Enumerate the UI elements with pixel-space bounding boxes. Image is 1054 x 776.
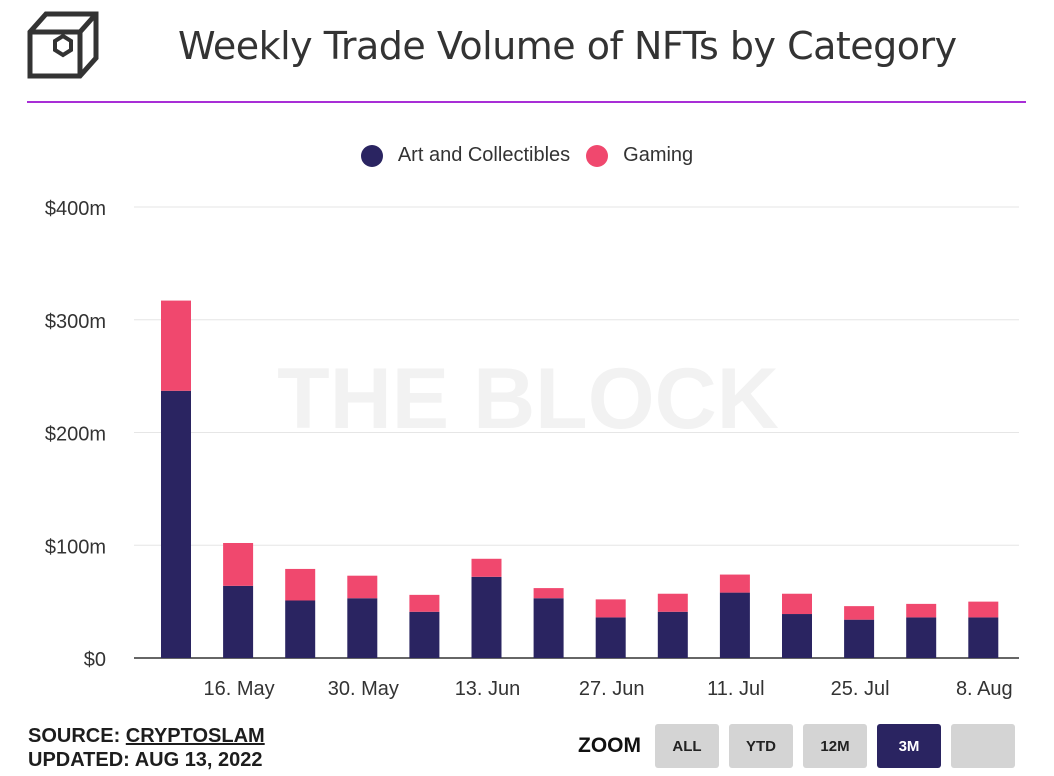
x-tick-label: 8. Aug [956,678,1013,700]
bar-art-and-collectibles[interactable] [595,617,626,658]
watermark: THE BLOCK [277,351,779,447]
y-tick-label: $400m [45,198,106,220]
x-tick-label: 27. Jun [579,678,645,700]
zoom-3m-button[interactable]: 3M [877,724,941,768]
legend-swatch-gaming [586,144,609,167]
x-tick-label: 13. Jun [455,678,521,700]
zoom-label: ZOOM [578,734,641,757]
legend-item-gaming[interactable]: Gaming [586,144,693,167]
bar-art-and-collectibles[interactable] [719,592,750,658]
chart-legend: Art and Collectibles Gaming [0,144,1054,167]
zoom-blank-button[interactable] [951,724,1015,768]
bar-gaming[interactable] [471,558,502,577]
x-tick-label: 25. Jul [831,678,890,700]
legend-label-art: Art and Collectibles [397,144,571,166]
bar-gaming[interactable] [161,300,191,391]
updated-line: UPDATED: AUG 13, 2022 [28,748,265,772]
bar-art-and-collectibles[interactable] [223,585,254,658]
bar-art-and-collectibles[interactable] [347,598,378,658]
chart-footer: SOURCE: CRYPTOSLAM UPDATED: AUG 13, 2022 [28,724,265,772]
y-tick-label: $100m [45,536,106,558]
bar-art-and-collectibles[interactable] [471,576,502,658]
bar-gaming[interactable] [906,603,937,618]
legend-item-art[interactable]: Art and Collectibles [360,144,571,167]
updated-date: AUG 13, 2022 [134,749,263,771]
bar-art-and-collectibles[interactable] [906,617,937,658]
bar-gaming[interactable] [595,599,626,618]
title-divider [27,101,1026,103]
x-tick-label: 30. May [328,678,399,700]
bar-gaming[interactable] [782,593,812,615]
bar-art-and-collectibles[interactable] [657,611,688,658]
the-block-logo-icon [27,11,99,79]
updated-label: UPDATED: [28,749,130,771]
source-label: SOURCE: [28,725,121,747]
bar-gaming[interactable] [285,568,316,601]
y-tick-label: $0 [84,649,106,671]
zoom-all-button[interactable]: ALL [655,724,719,768]
zoom-controls: ZOOM ALL YTD 12M 3M [578,724,1015,768]
zoom-12m-button[interactable]: 12M [803,724,867,768]
bar-art-and-collectibles[interactable] [533,598,564,658]
source-link[interactable]: CRYPTOSLAM [125,725,265,747]
x-tick-label: 16. May [204,678,275,700]
bar-art-and-collectibles[interactable] [844,619,875,658]
bar-gaming[interactable] [657,593,688,612]
bar-gaming[interactable] [409,594,440,612]
legend-label-gaming: Gaming [623,144,694,166]
bar-gaming[interactable] [968,601,999,618]
bar-gaming[interactable] [719,574,750,593]
x-tick-label: 11. Jul [707,678,764,700]
bar-gaming[interactable] [223,542,254,586]
y-tick-label: $200m [45,424,106,446]
bar-art-and-collectibles[interactable] [409,611,440,658]
page-title: Weekly Trade Volume of NFTs by Category [178,24,957,68]
legend-swatch-art [360,144,383,167]
zoom-ytd-button[interactable]: YTD [729,724,793,768]
bar-gaming[interactable] [844,606,875,620]
source-line: SOURCE: CRYPTOSLAM [28,724,265,748]
y-tick-label: $300m [45,311,106,333]
bar-art-and-collectibles[interactable] [782,614,812,658]
bar-gaming[interactable] [347,575,378,599]
bar-art-and-collectibles[interactable] [161,390,191,658]
bar-art-and-collectibles[interactable] [285,600,316,658]
bar-art-and-collectibles[interactable] [968,617,999,658]
bar-gaming[interactable] [533,588,564,599]
